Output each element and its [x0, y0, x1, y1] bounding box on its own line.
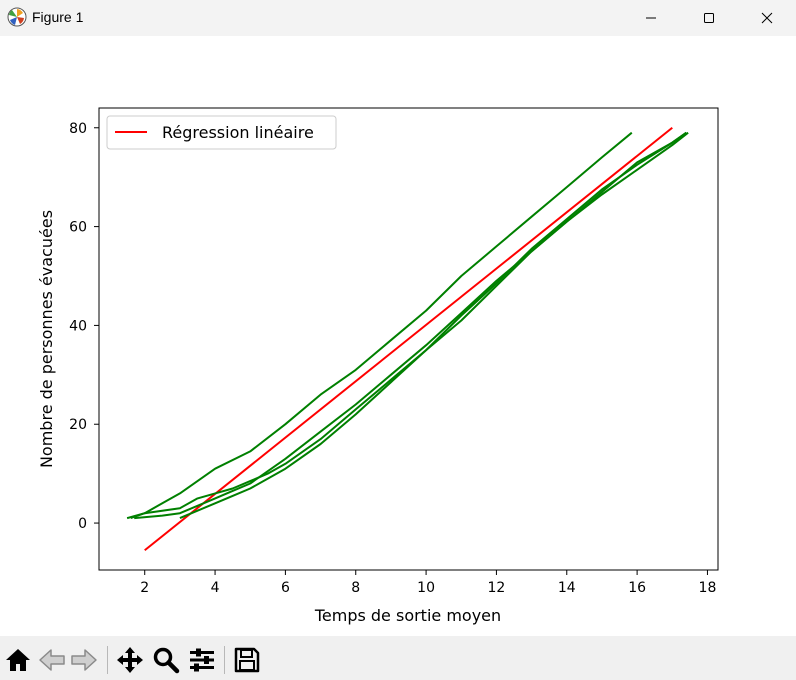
window-titlebar: Figure 1	[0, 0, 796, 36]
back-button[interactable]	[38, 646, 66, 674]
legend-box	[106, 115, 337, 150]
minimize-icon	[646, 17, 656, 19]
x-tick-label: 16	[628, 580, 646, 596]
series-line-1	[130, 131, 633, 520]
save-button[interactable]	[233, 646, 261, 674]
back-arrow-icon	[39, 649, 65, 671]
y-tick-label: 80	[69, 121, 87, 137]
maximize-button[interactable]	[680, 0, 738, 36]
y-tick-label: 40	[69, 318, 87, 334]
close-icon	[761, 12, 773, 24]
home-icon	[6, 649, 30, 671]
x-tick-label: 2	[140, 580, 149, 596]
y-axis-label: Nombre de personnes évacuées	[37, 210, 56, 468]
chart: 2 4 6 8 10 12 14 16 18 0 20 40 60 80 Temps de sortie…	[37, 107, 719, 625]
navigation-toolbar	[0, 636, 796, 680]
legend-regression-label: Régression linéaire	[162, 123, 314, 142]
x-tick-label: 10	[417, 580, 435, 596]
pan-button[interactable]	[116, 646, 144, 674]
regression-line	[144, 126, 673, 552]
configure-subplots-icon	[190, 648, 214, 672]
x-tick-label: 6	[281, 580, 290, 596]
matplotlib-logo-icon	[7, 7, 27, 27]
home-button[interactable]	[4, 646, 32, 674]
forward-arrow-icon	[71, 649, 97, 671]
plot-frame	[98, 107, 719, 571]
x-tick-label: 14	[558, 580, 576, 596]
save-icon	[234, 647, 260, 673]
close-button[interactable]	[738, 0, 796, 36]
zoom-icon	[153, 647, 180, 674]
forward-button[interactable]	[70, 646, 98, 674]
series-line-2	[134, 131, 689, 520]
pan-icon	[117, 647, 143, 673]
y-tick-label: 0	[78, 516, 87, 532]
x-tick-label: 12	[488, 580, 506, 596]
window-title: Figure 1	[32, 9, 84, 25]
x-tick-label: 8	[351, 580, 360, 596]
maximize-icon	[704, 13, 714, 23]
legend: Régression linéaire	[106, 115, 337, 150]
y-tick-label: 60	[69, 220, 87, 236]
series-line-4	[179, 131, 687, 520]
x-tick-label: 4	[211, 580, 220, 596]
y-tick-label: 20	[69, 417, 87, 433]
zoom-button[interactable]	[152, 646, 180, 674]
x-axis-label: Temps de sortie moyen	[314, 606, 501, 625]
toolbar-separator	[107, 646, 108, 674]
series-line-3	[126, 131, 687, 520]
x-tick-label: 18	[699, 580, 717, 596]
configure-subplots-button[interactable]	[188, 646, 216, 674]
toolbar-separator	[224, 646, 225, 674]
minimize-button[interactable]	[622, 0, 680, 36]
figure-canvas[interactable]: 2 4 6 8 10 12 14 16 18 0 20 40 60 80 Temps de sortie…	[0, 36, 796, 636]
